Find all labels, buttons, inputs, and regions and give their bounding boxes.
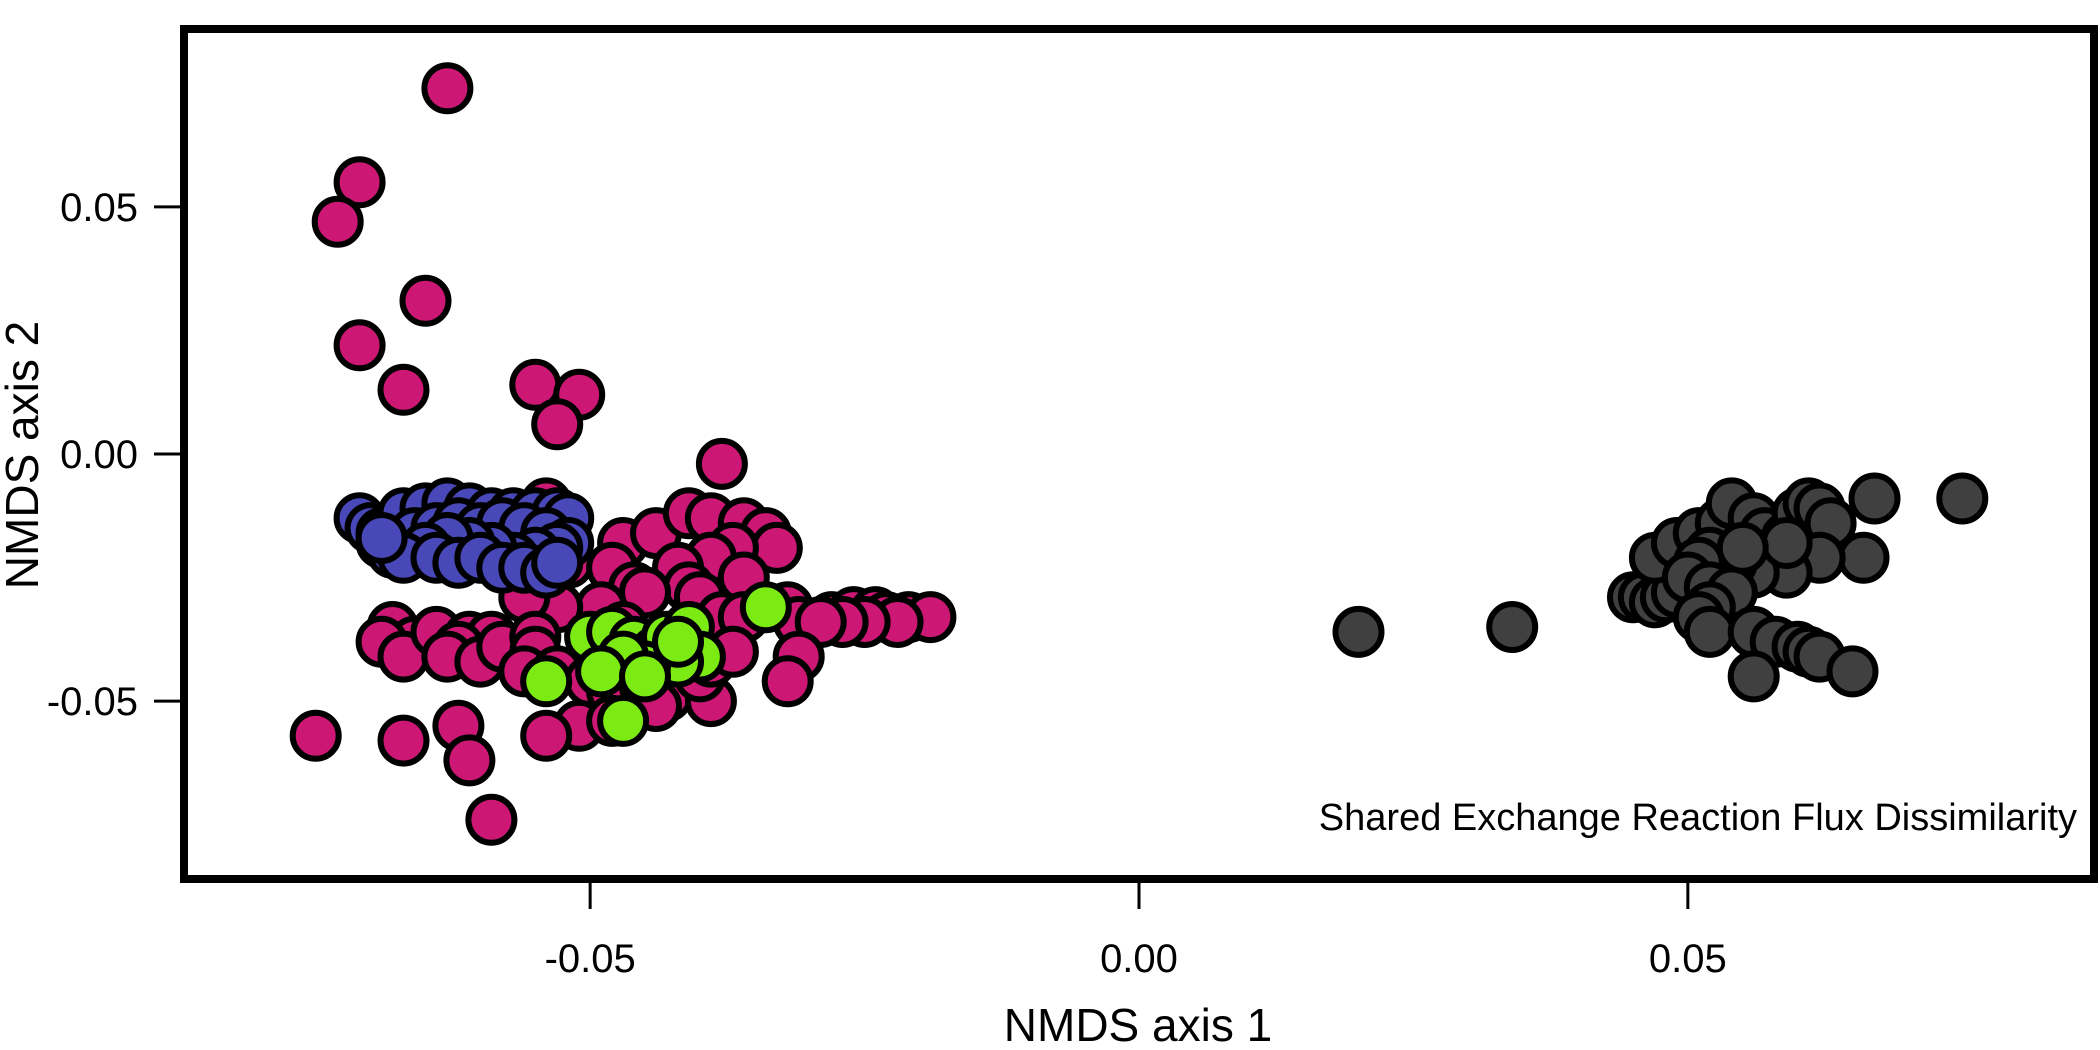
data-point: [761, 655, 814, 708]
data-point: [377, 714, 430, 767]
data-point: [1486, 601, 1539, 653]
data-point: [421, 62, 474, 115]
data-point: [377, 363, 430, 416]
data-point: [575, 645, 628, 698]
data-point: [1683, 605, 1736, 658]
plot-frame: [180, 25, 2098, 883]
points-layer: [289, 62, 1989, 846]
data-point: [520, 655, 573, 708]
chart-annotation: Shared Exchange Reaction Flux Dissimilar…: [1319, 797, 2077, 839]
y-tick-label: -0.05: [47, 680, 138, 724]
data-point: [1837, 531, 1890, 584]
x-tick-label: -0.05: [545, 937, 636, 981]
data-point: [1936, 472, 1989, 525]
data-point: [695, 437, 748, 490]
x-axis: -0.05 0.00 0.05: [545, 883, 1727, 981]
y-axis: 0.05 0.00 -0.05: [47, 186, 180, 724]
data-point: [739, 581, 792, 634]
data-point: [619, 650, 671, 703]
data-point: [531, 536, 584, 589]
data-point: [1760, 517, 1813, 569]
data-point: [1332, 605, 1385, 658]
data-point: [355, 512, 408, 564]
data-point: [597, 694, 650, 747]
data-point: [333, 319, 386, 372]
data-point: [333, 156, 386, 209]
data-point: [520, 709, 573, 762]
x-tick-label: 0.05: [1649, 937, 1727, 981]
data-point: [289, 709, 342, 762]
data-point: [399, 274, 452, 327]
data-point: [1716, 521, 1769, 574]
y-tick-label: 0.00: [60, 433, 138, 477]
data-point: [1848, 472, 1901, 525]
x-tick-label: 0.00: [1100, 937, 1178, 981]
data-point: [311, 195, 364, 248]
data-point: [1727, 650, 1780, 703]
data-point: [443, 734, 496, 787]
x-axis-label: NMDS axis 1: [1004, 999, 1272, 1050]
y-tick-label: 0.05: [60, 186, 138, 230]
data-point: [652, 615, 704, 668]
data-point: [1826, 645, 1879, 698]
data-point: [531, 398, 584, 451]
data-point: [465, 793, 518, 846]
y-axis-label: NMDS axis 2: [0, 321, 48, 589]
